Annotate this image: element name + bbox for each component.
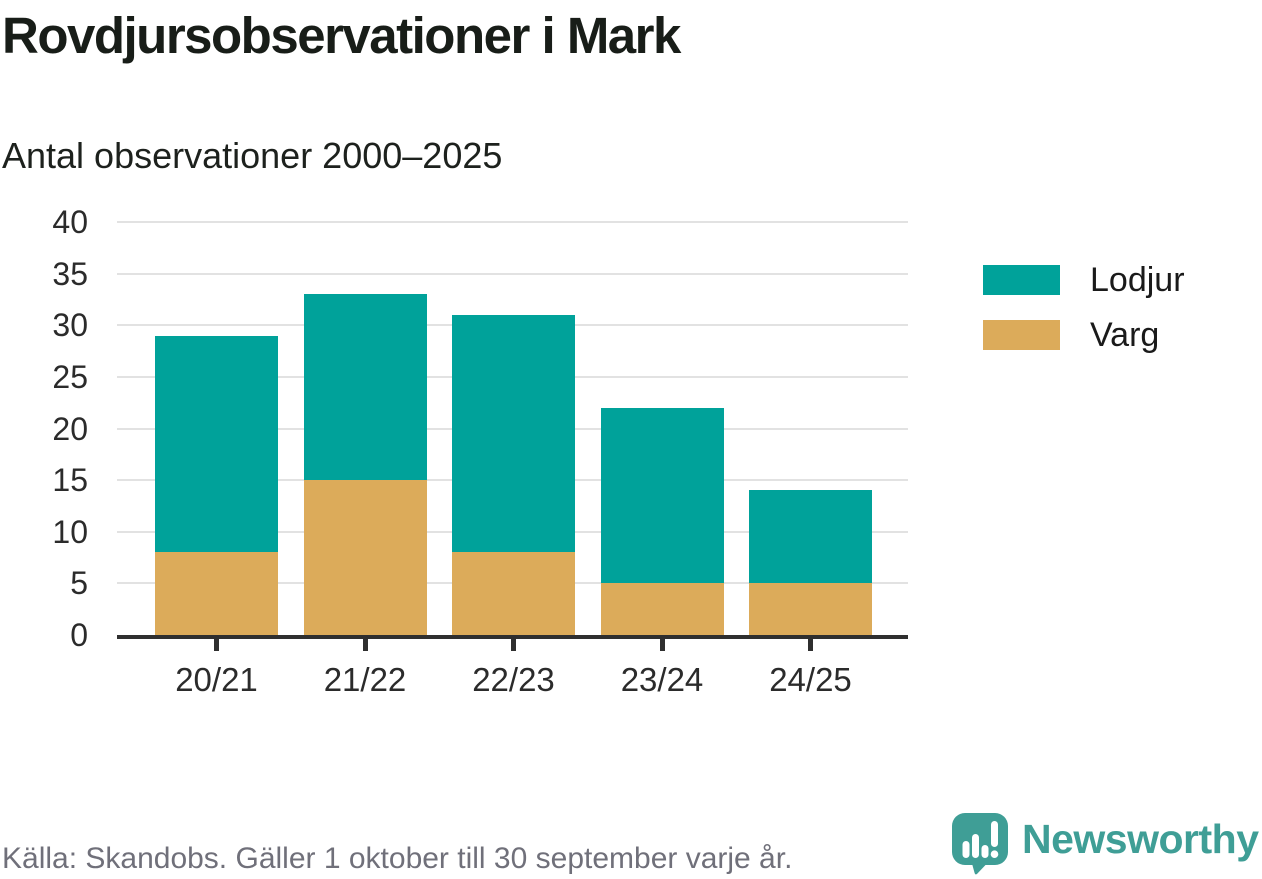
- legend-item-varg: Varg: [983, 316, 1185, 354]
- chart-subtitle: Antal observationer 2000–2025: [2, 135, 503, 176]
- x-axis-label: 23/24: [620, 661, 704, 698]
- gridline: [117, 272, 908, 275]
- legend-swatch-varg: [983, 320, 1060, 350]
- bar-segment-lodjur: [303, 294, 427, 481]
- brand: Newsworthy: [951, 812, 1259, 876]
- y-axis-tick-label: 40: [52, 204, 88, 240]
- bar-segment-varg: [600, 583, 724, 635]
- y-axis-tick-label: 10: [52, 513, 88, 550]
- brand-name: Newsworthy: [1022, 816, 1259, 862]
- legend-label-varg: Varg: [1090, 316, 1160, 354]
- bar-segment-lodjur: [600, 407, 724, 584]
- y-axis-tick-label: 35: [52, 255, 88, 292]
- x-axis-label: 21/22: [323, 661, 407, 698]
- bar-segment-varg: [452, 552, 575, 635]
- legend-item-lodjur: Lodjur: [983, 261, 1185, 299]
- bar-segment-varg: [303, 480, 427, 635]
- x-axis-label: 24/25: [769, 661, 852, 698]
- y-axis-tick-label: 5: [70, 565, 88, 602]
- chart-title: Rovdjursobservationer i Mark: [2, 7, 681, 64]
- source-note: Källa: Skandobs. Gäller 1 oktober till 3…: [2, 842, 793, 875]
- newsworthy-logo-icon: [952, 813, 1008, 875]
- x-axis-label: 22/23: [472, 661, 555, 698]
- gridline: [117, 221, 908, 223]
- bar-segment-varg: [155, 552, 278, 635]
- x-axis-label: 20/21: [175, 661, 258, 698]
- legend-label-lodjur: Lodjur: [1090, 261, 1185, 299]
- bar-segment-lodjur: [452, 314, 575, 553]
- y-axis-tick-label: 15: [52, 462, 88, 499]
- y-axis-tick-label: 20: [52, 410, 88, 447]
- y-axis-tick-label: 0: [70, 617, 88, 653]
- legend-swatch-lodjur: [983, 265, 1060, 295]
- plot-area: [117, 221, 908, 639]
- y-axis: 0 5 10 15 20 25 30 35 40: [0, 0, 88, 879]
- bar-segment-varg: [749, 583, 872, 635]
- bar-segment-lodjur: [749, 490, 872, 584]
- y-axis-tick-label: 25: [52, 358, 88, 395]
- legend: Lodjur Varg: [983, 261, 1185, 375]
- y-axis-tick-label: 30: [52, 307, 88, 344]
- bar-segment-lodjur: [155, 335, 278, 553]
